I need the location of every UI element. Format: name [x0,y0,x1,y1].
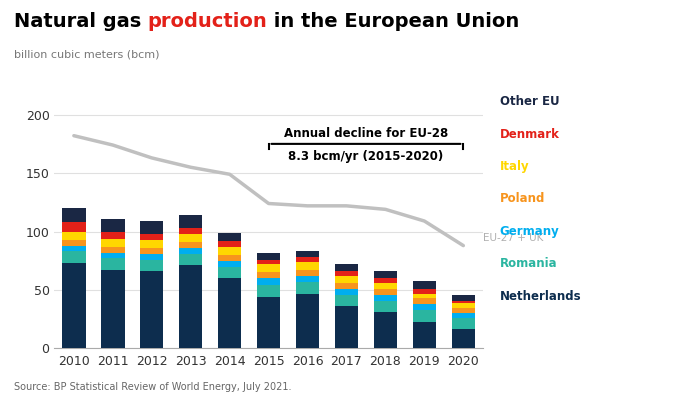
Bar [413,322,436,348]
Text: Natural gas: Natural gas [14,12,148,31]
Bar [335,276,358,283]
Bar [257,272,280,278]
Bar [374,295,397,301]
Bar [257,253,280,260]
Bar [140,260,163,271]
Bar [257,264,280,272]
Bar [452,313,475,318]
Bar [179,254,203,265]
Text: Poland: Poland [500,192,545,206]
Text: Source: BP Statistical Review of World Energy, July 2021.: Source: BP Statistical Review of World E… [14,382,291,392]
Bar [335,289,358,295]
Bar [62,232,86,240]
Bar [374,283,397,289]
Bar [179,265,203,348]
Bar [452,303,475,308]
Bar [179,215,203,228]
Bar [413,293,436,298]
Bar [335,283,358,289]
Bar [374,271,397,278]
Bar [413,298,436,304]
Bar [62,263,86,348]
Bar [374,301,397,312]
Bar [452,329,475,348]
Bar [218,255,241,261]
Bar [101,232,124,238]
Bar [296,282,319,293]
Bar [218,233,241,241]
Bar [218,241,241,247]
Text: production: production [148,12,267,31]
Bar [296,257,319,262]
Text: 8.3 bcm/yr (2015-2020): 8.3 bcm/yr (2015-2020) [288,150,443,163]
Bar [257,297,280,348]
Text: Annual decline for EU-28: Annual decline for EU-28 [284,128,448,140]
Bar [140,248,163,254]
Bar [101,238,124,247]
Bar [179,242,203,248]
Bar [140,240,163,248]
Bar [452,318,475,329]
Bar [374,289,397,295]
Bar [218,261,241,267]
Bar [218,247,241,255]
Bar [62,222,86,232]
Bar [452,301,475,303]
Text: billion cubic meters (bcm): billion cubic meters (bcm) [14,50,159,59]
Text: Germany: Germany [500,225,560,238]
Text: Romania: Romania [500,257,558,270]
Bar [140,271,163,348]
Bar [62,246,86,251]
Bar [257,278,280,286]
Bar [101,219,124,232]
Bar [296,270,319,276]
Bar [140,254,163,260]
Bar [101,247,124,253]
Bar [296,293,319,348]
Bar [413,310,436,322]
Text: EU-27 + UK: EU-27 + UK [483,233,543,243]
Bar [101,253,124,259]
Bar [257,260,280,264]
Text: Italy: Italy [500,160,530,173]
Bar [62,251,86,263]
Bar [179,234,203,242]
Bar [62,208,86,222]
Bar [374,278,397,283]
Bar [452,295,475,301]
Text: in the European Union: in the European Union [267,12,520,31]
Bar [413,281,436,289]
Bar [140,234,163,240]
Text: Other EU: Other EU [500,95,560,108]
Bar [335,271,358,276]
Bar [296,251,319,257]
Bar [179,228,203,234]
Bar [296,276,319,282]
Bar [296,262,319,270]
Bar [335,264,358,271]
Bar [101,270,124,348]
Text: Denmark: Denmark [500,128,560,141]
Bar [452,308,475,313]
Bar [218,278,241,348]
Bar [179,248,203,254]
Bar [101,259,124,270]
Bar [218,267,241,278]
Text: Netherlands: Netherlands [500,290,581,303]
Bar [335,295,358,307]
Bar [413,304,436,310]
Bar [374,312,397,348]
Bar [413,289,436,293]
Bar [257,286,280,297]
Bar [140,221,163,234]
Bar [62,240,86,246]
Bar [335,307,358,348]
